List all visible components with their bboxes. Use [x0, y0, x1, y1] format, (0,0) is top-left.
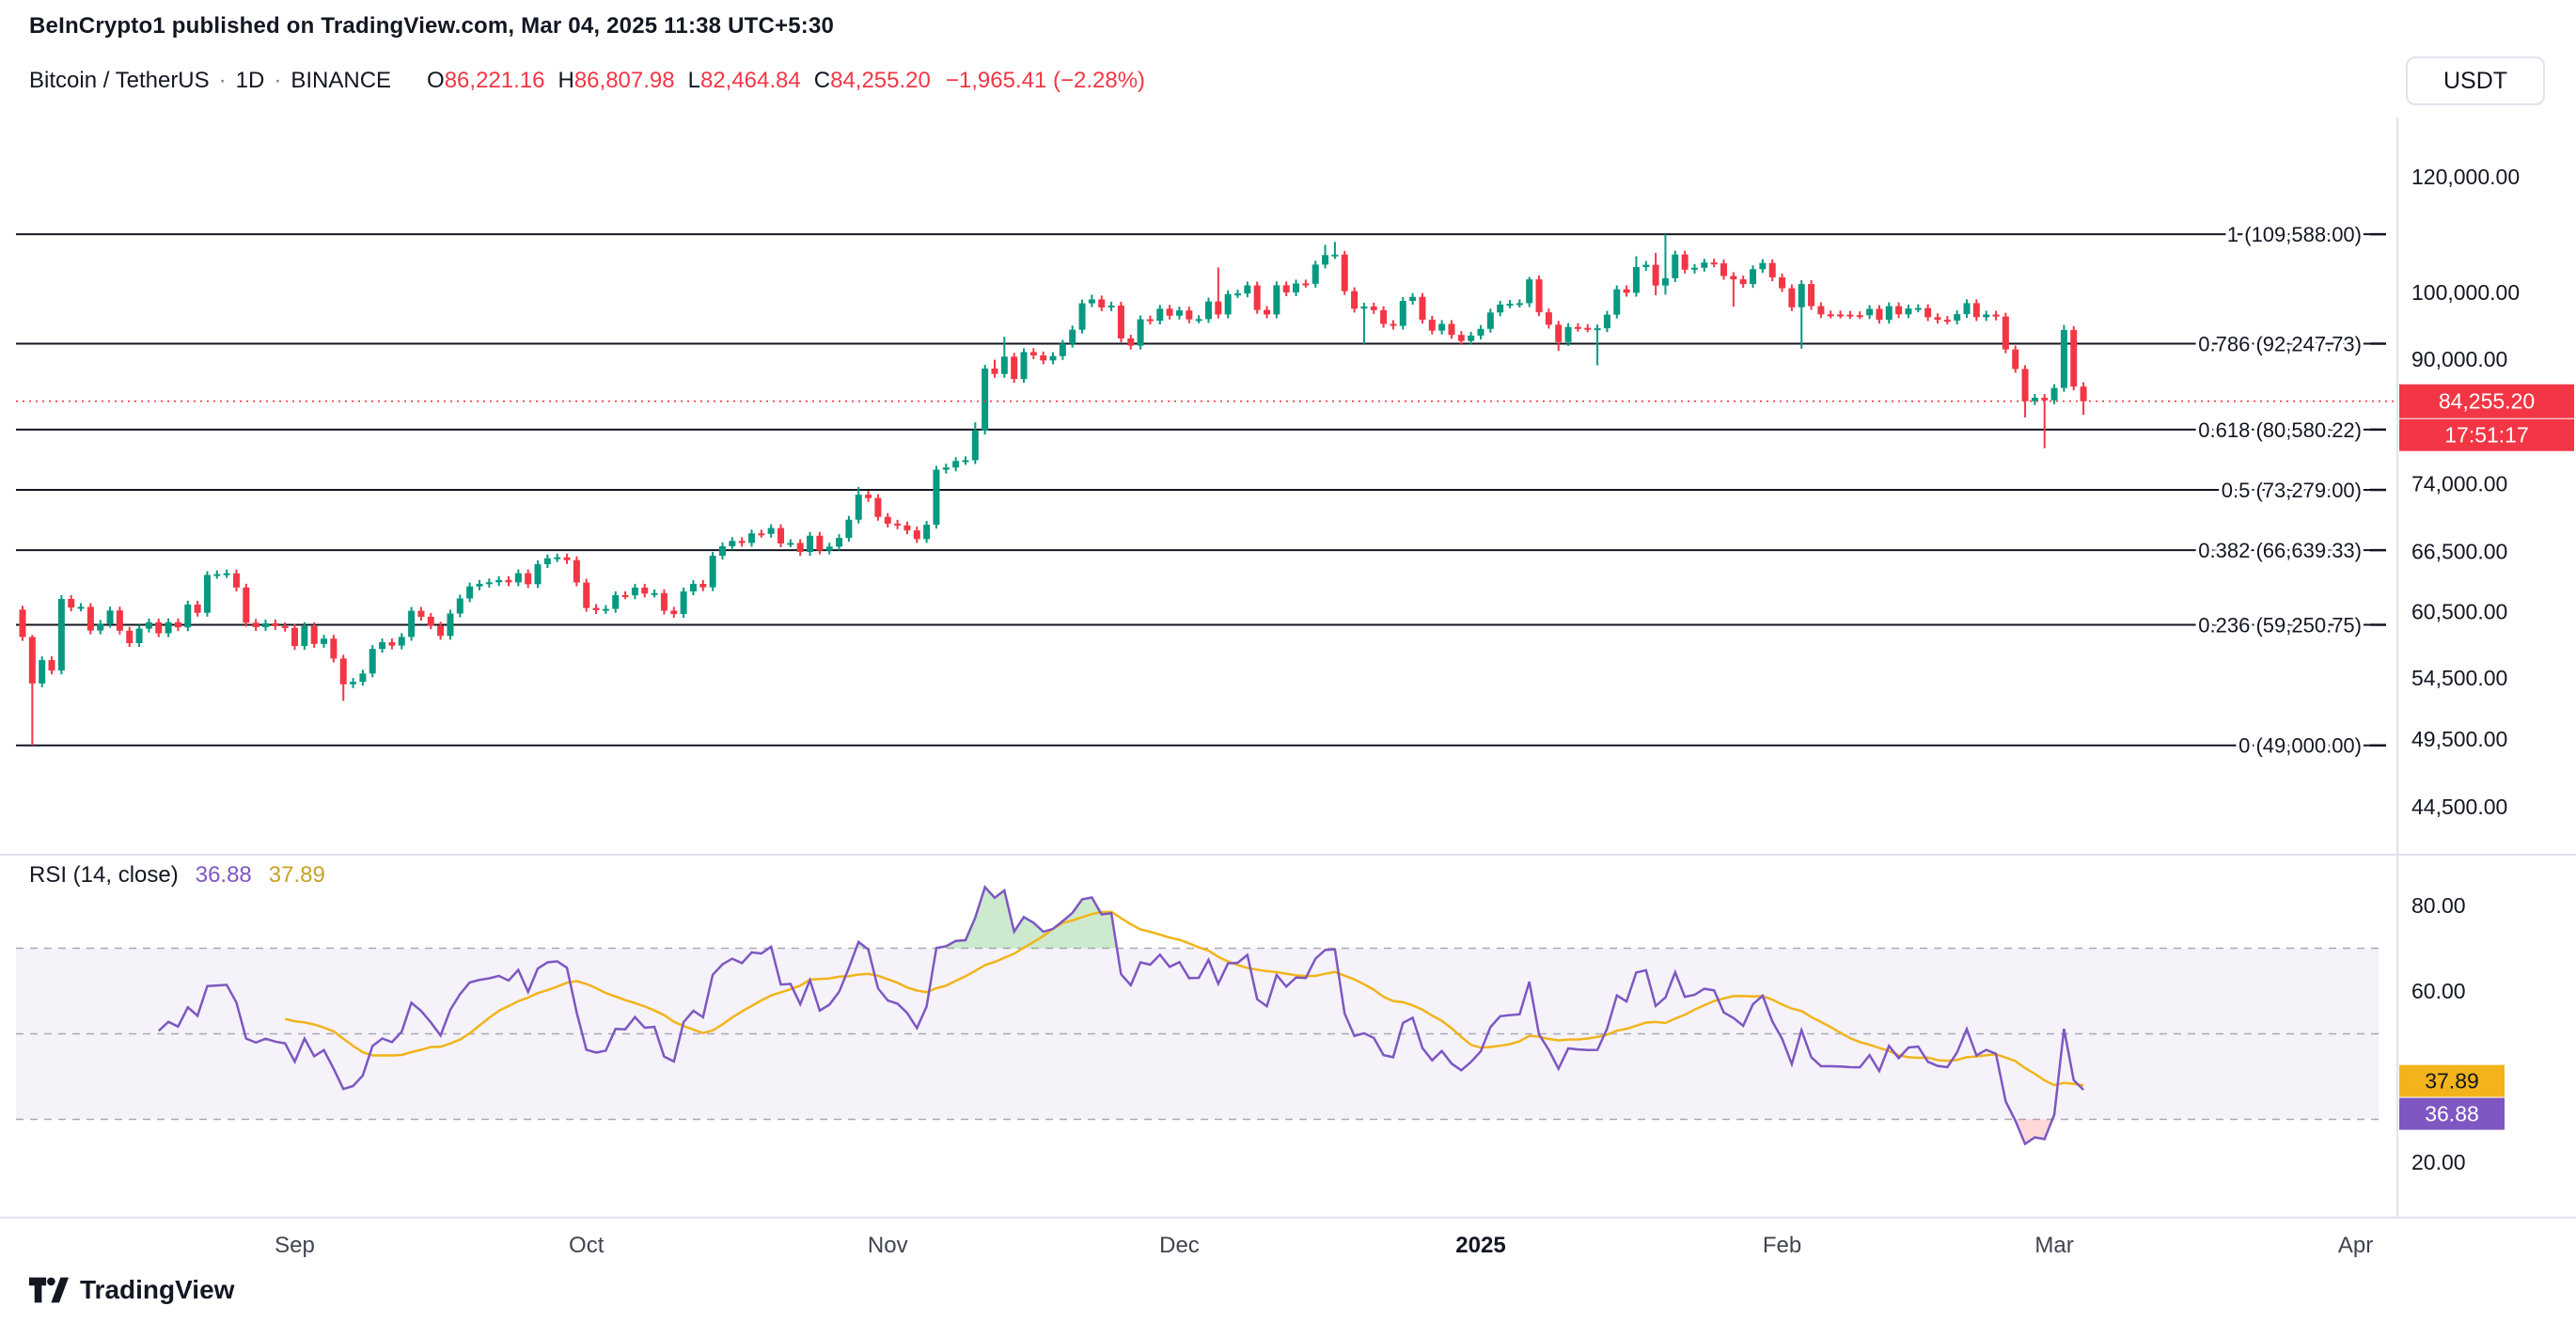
- svg-text:66,500.00: 66,500.00: [2411, 540, 2507, 564]
- svg-text:0.5 (73,279.00): 0.5 (73,279.00): [2222, 479, 2362, 502]
- high-value: 86,807.98: [573, 68, 675, 93]
- svg-text:Sep: Sep: [275, 1233, 315, 1258]
- rsi-title[interactable]: RSI (14, close): [29, 862, 179, 888]
- ohlc-readout: O 86,221.16 H 86,807.98 L 82,464.84 C 84,255…: [414, 68, 1145, 94]
- change-value: −1,965.41 (−2.28%): [945, 68, 1146, 93]
- svg-text:44,500.00: 44,500.00: [2411, 795, 2507, 819]
- footer: TradingView: [29, 1275, 234, 1305]
- svg-text:Apr: Apr: [2338, 1233, 2373, 1258]
- svg-text:20.00: 20.00: [2411, 1150, 2466, 1174]
- interval-label[interactable]: 1D: [235, 68, 265, 93]
- rsi-ma-current-value: 37.89: [268, 862, 325, 888]
- svg-text:0.382 (66,639.33): 0.382 (66,639.33): [2198, 539, 2362, 562]
- low-label: L: [687, 68, 700, 93]
- time-axis[interactable]: Sep Oct Nov Dec 2025 Feb Mar Apr: [275, 1233, 2373, 1258]
- separator-dot: ·: [218, 68, 227, 93]
- svg-text:0.786 (92,247.73): 0.786 (92,247.73): [2198, 332, 2362, 355]
- close-value: 84,255.20: [830, 68, 931, 93]
- svg-text:2025: 2025: [1455, 1233, 1505, 1258]
- rsi-line[interactable]: [157, 884, 2084, 1146]
- rsi-value-badges: 37.89 36.88: [2399, 1064, 2505, 1130]
- svg-text:0.618 (80,580.22): 0.618 (80,580.22): [2198, 418, 2362, 442]
- svg-text:1 (109,588.00): 1 (109,588.00): [2227, 223, 2362, 246]
- svg-text:36.88: 36.88: [2425, 1102, 2479, 1126]
- svg-text:0.236 (59,250.75): 0.236 (59,250.75): [2198, 613, 2362, 637]
- candlestick-series[interactable]: [19, 234, 2087, 746]
- rsi-current-value: 36.88: [195, 862, 252, 888]
- exchange-label[interactable]: BINANCE: [291, 68, 392, 93]
- rsi-indicator-legend[interactable]: RSI (14, close) 36.88 37.89: [29, 862, 325, 889]
- svg-text:120,000.00: 120,000.00: [2411, 165, 2520, 189]
- symbol-info-bar: Bitcoin / TetherUS · 1D · BINANCE O 86,22…: [29, 68, 1145, 94]
- svg-text:Mar: Mar: [2034, 1233, 2073, 1258]
- svg-text:100,000.00: 100,000.00: [2411, 280, 2520, 305]
- svg-text:49,500.00: 49,500.00: [2411, 727, 2507, 751]
- tradingview-wordmark[interactable]: TradingView: [80, 1275, 235, 1304]
- svg-text:84,255.20: 84,255.20: [2439, 389, 2535, 414]
- fib-retracement-labels: 1 (109,588.00) 0.786 (92,247.73) 0.618 (80…: [2195, 220, 2365, 762]
- rsi-axis[interactable]: 80.00 60.00 20.00: [2411, 893, 2466, 1174]
- svg-text:17:51:17: 17:51:17: [2444, 423, 2529, 448]
- open-label: O: [427, 68, 445, 93]
- svg-text:90,000.00: 90,000.00: [2411, 347, 2507, 371]
- svg-text:Feb: Feb: [1763, 1233, 1801, 1258]
- svg-text:Nov: Nov: [868, 1233, 908, 1258]
- separator-dot: ·: [274, 68, 282, 93]
- svg-text:54,500.00: 54,500.00: [2411, 666, 2507, 690]
- svg-text:60,500.00: 60,500.00: [2411, 599, 2507, 623]
- tradingview-logo-icon: [29, 1277, 69, 1303]
- svg-text:0 (49,000.00): 0 (49,000.00): [2238, 734, 2362, 758]
- svg-text:60.00: 60.00: [2411, 979, 2466, 1003]
- price-axis[interactable]: 120,000.00 100,000.00 90,000.00 74,000.00 66…: [2411, 165, 2520, 819]
- symbol-title[interactable]: Bitcoin / TetherUS: [29, 68, 210, 93]
- open-value: 86,221.16: [444, 68, 545, 93]
- attribution-text: BeInCrypto1 published on TradingView.com…: [29, 13, 835, 39]
- svg-text:37.89: 37.89: [2425, 1069, 2479, 1094]
- low-value: 82,464.84: [699, 68, 801, 93]
- currency-unit-button[interactable]: USDT: [2406, 56, 2545, 105]
- rsi-overbought-fill: [768, 887, 1117, 949]
- high-label: H: [558, 68, 574, 93]
- close-label: C: [813, 68, 831, 93]
- svg-text:74,000.00: 74,000.00: [2411, 471, 2507, 496]
- svg-text:80.00: 80.00: [2411, 893, 2466, 918]
- svg-text:Dec: Dec: [1159, 1233, 1200, 1258]
- rsi-ma-line[interactable]: [284, 910, 2084, 1087]
- last-price-badge: 84,255.20 17:51:17: [2399, 384, 2574, 451]
- svg-text:Oct: Oct: [569, 1233, 605, 1258]
